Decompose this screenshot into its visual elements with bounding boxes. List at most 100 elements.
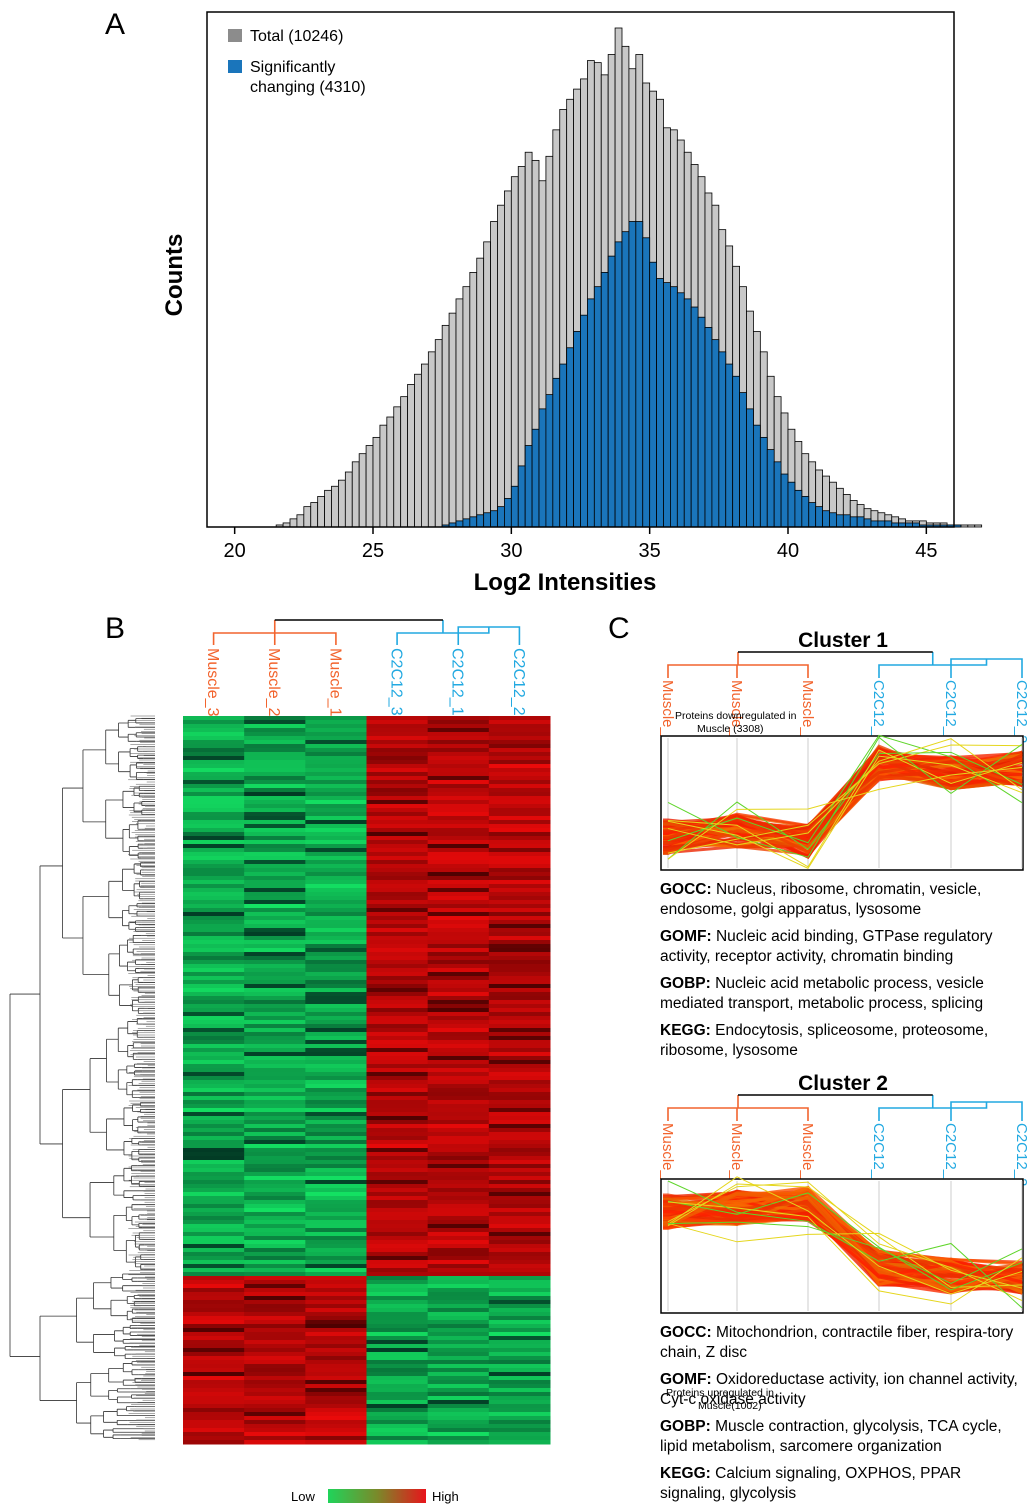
cluster1-kegg: KEGG: Endocytosis, spliceosome, proteoso… — [660, 1022, 989, 1059]
heatmap-cell — [427, 1352, 490, 1357]
heatmap-cell — [183, 820, 245, 825]
heatmap-cell — [183, 1052, 245, 1057]
row-dendrogram-branch — [125, 1206, 132, 1222]
heatmap-cell — [305, 888, 367, 893]
heatmap-cell — [183, 1132, 245, 1137]
histogram-bar — [504, 190, 512, 528]
heatmap-cell — [305, 1164, 367, 1169]
heatmap-cell — [244, 1128, 306, 1133]
heatmap-cell — [305, 968, 367, 973]
heatmap-cell — [427, 768, 490, 773]
heatmap-cell — [366, 1008, 429, 1013]
heatmap-cell — [427, 756, 490, 761]
heatmap-cell — [244, 992, 306, 997]
histogram-bar — [573, 331, 581, 528]
column-label: C2C12_3 — [387, 648, 404, 716]
heatmap-cell — [244, 864, 306, 869]
heatmap-cell — [488, 720, 551, 725]
heatmap-cell — [183, 956, 245, 961]
row-dendrogram-branch — [118, 722, 129, 738]
heatmap-cell — [488, 992, 551, 997]
heatmap-cell — [427, 1372, 490, 1377]
heatmap-cell — [244, 1352, 306, 1357]
heatmap-cell — [244, 840, 306, 845]
heatmap-cell — [366, 1076, 429, 1081]
row-dendrogram-branch — [133, 802, 142, 813]
heatmap-cell — [427, 1220, 490, 1225]
heatmap-cell — [488, 1276, 551, 1281]
heatmap-cell — [183, 732, 245, 737]
histogram-bar — [974, 524, 983, 528]
row-dendrogram-branch — [108, 1389, 118, 1400]
profile-outlier-line — [667, 1181, 1023, 1302]
histogram-bar — [766, 449, 775, 528]
heatmap-cell — [366, 1408, 429, 1413]
heatmap-cell — [366, 992, 429, 997]
heatmap-cell — [305, 792, 367, 797]
heatmap-cell — [305, 1356, 367, 1361]
heatmap-cell — [244, 1008, 306, 1013]
heatmap-cell — [183, 776, 245, 781]
histogram-bar — [427, 351, 436, 528]
heatmap-cell — [488, 1064, 551, 1069]
heatmap-cell — [305, 956, 367, 961]
histogram-bar — [670, 286, 678, 528]
heatmap-cell — [427, 844, 490, 849]
heatmap-cell — [366, 780, 429, 785]
row-dendrogram-branch — [122, 1285, 134, 1292]
row-dendrogram-branch — [133, 787, 140, 796]
heatmap-cell — [427, 1144, 490, 1149]
row-dendrogram-branch — [114, 1347, 126, 1357]
heatmap-cell — [427, 1380, 490, 1385]
heatmap-cell — [366, 1396, 429, 1401]
heatmap-cell — [427, 1420, 490, 1425]
heatmap-cell — [366, 1332, 429, 1337]
heatmap-cell — [305, 1296, 367, 1301]
heatmap-cell — [183, 1112, 245, 1117]
heatmap-cell — [183, 1252, 245, 1257]
heatmap-cell — [427, 1408, 490, 1413]
row-dendrogram-branch — [131, 1308, 139, 1314]
heatmap-cell — [366, 1004, 429, 1009]
panel-letter-b: B — [105, 612, 126, 645]
heatmap-cell — [488, 844, 551, 849]
heatmap-cell — [427, 1000, 490, 1005]
heatmap-cell — [366, 828, 429, 833]
heatmap-cell — [427, 876, 490, 881]
heatmap-cell — [183, 1164, 245, 1169]
heatmap-cell — [366, 792, 429, 797]
heatmap-cell — [183, 908, 245, 913]
heatmap-cell — [183, 1380, 245, 1385]
heatmap-cell — [244, 868, 306, 873]
heatmap-cell — [427, 1124, 490, 1129]
histogram-bar — [849, 516, 858, 528]
heatmap-cell — [305, 1192, 367, 1197]
heatmap-cell — [305, 1236, 367, 1241]
heatmap-cell — [305, 944, 367, 949]
heatmap-cell — [244, 1404, 306, 1409]
heatmap-cell — [305, 1020, 367, 1025]
heatmap-cell — [305, 1332, 367, 1337]
heatmap-cell — [488, 756, 551, 761]
heatmap-cell — [183, 848, 245, 853]
row-dendrogram-branch — [127, 1045, 134, 1058]
column-label: Muscle_2 — [265, 648, 282, 717]
heatmap-cell — [305, 724, 367, 729]
heatmap-cell — [305, 824, 367, 829]
heatmap-cell — [488, 908, 551, 913]
heatmap-cell — [183, 1344, 245, 1349]
column-label: C2C12_1 — [942, 1123, 959, 1186]
heatmap-cell — [183, 960, 245, 965]
cluster2-profile-label-2: Muscle(1002) — [698, 1400, 762, 1412]
heatmap-cell — [183, 1308, 245, 1313]
cluster1-column-labels: Muscle_3 Muscle_2 Muscle_1 C2C12_3 C2C12_1 C2… — [659, 680, 1028, 744]
heatmap-cell — [183, 952, 245, 957]
heatmap-cell — [244, 1344, 306, 1349]
heatmap-cell — [488, 1248, 551, 1253]
heatmap-cell — [183, 1368, 245, 1373]
heatmap-cell — [244, 924, 306, 929]
heatmap-cell — [244, 1332, 306, 1337]
heatmap-cell — [305, 840, 367, 845]
heatmap-cell — [305, 856, 367, 861]
heatmap-cell — [488, 868, 551, 873]
